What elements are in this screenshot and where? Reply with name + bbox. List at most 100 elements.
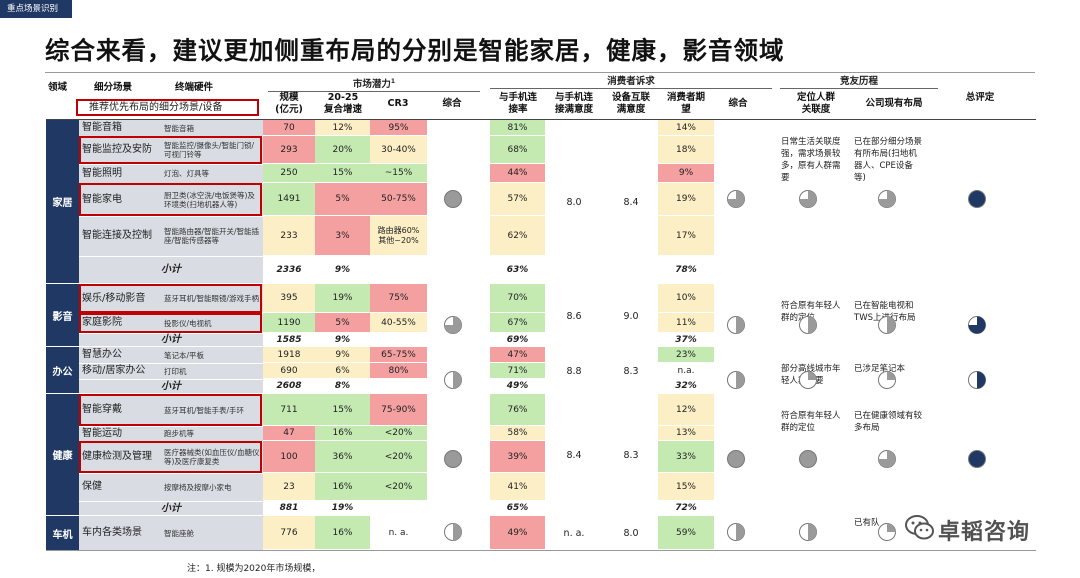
row-separator [79,333,263,334]
subtotal-label: 小计 [161,334,181,345]
consumer-expectation-cell: 18% [658,136,714,163]
header-market-group: 市场潜力1 [268,75,480,93]
market-scale-cell: 70 [263,120,315,135]
market-scale-cell: 233 [263,216,315,255]
company-layout-rating-icon [878,371,896,389]
priority-highlight-box [79,394,262,426]
consumer-expectation-cell: 37% [675,334,697,345]
phone-connection-rate-cell: 71% [490,363,545,378]
growth-rate-cell: 8% [334,381,351,391]
consumer-expectation-cell: 12% [658,394,714,425]
scene-name: 智能监控及安防 [82,144,152,155]
title-divider [45,72,1035,73]
target-relevance-rating-icon [799,190,817,208]
cr3-cell: <20% [370,426,427,440]
terminal-device: 智能音箱 [164,123,194,133]
overall-rating-icon [968,371,986,389]
phone-connection-rate-cell: 58% [490,426,545,440]
category-0: 家居 [46,120,79,283]
market-scale-cell: 881 [279,503,299,513]
terminal-device: 智能座舱 [164,528,194,538]
scene-name: 车内各类场景 [82,527,142,538]
terminal-device: 打印机 [164,366,187,376]
consumer-expectation-cell: 10% [658,284,714,312]
phone-connection-rate-cell: 76% [490,394,545,425]
phone-satisfaction-value: 8.4 [566,449,582,461]
market-scale-cell: 23 [263,473,315,500]
company-layout-rating-icon [878,316,896,334]
growth-rate-cell: 15% [315,164,370,182]
phone-connection-rate-cell: 65% [506,503,529,513]
device-satisfaction-value: 9.0 [623,310,639,322]
priority-highlight-box [79,441,262,473]
cr3-cell: ~15% [370,164,427,182]
phone-connection-rate-cell: 81% [490,120,545,135]
company-layout-note: 已在部分细分场景有所布局(扫地机器人、CPE设备等) [854,137,923,183]
priority-legend: 推荐优先布局的细分场景/设备 [76,99,259,116]
market-scale-cell: 1491 [263,183,315,215]
scene-name: 家庭影院 [82,317,122,328]
cr3-cell: 80% [370,363,427,378]
scene-name: 智能穿戴 [82,404,122,415]
growth-rate-cell: 16% [315,473,370,500]
wechat-icon [905,515,934,540]
target-relevance-rating-icon [799,316,817,334]
consumer-expectation-cell: 23% [658,347,714,362]
category-2: 办公 [46,347,79,393]
market-scale-cell: 47 [263,426,315,440]
header-consumer-group: 消费者诉求 [490,75,772,89]
cr3-cell: 65-75% [370,347,427,362]
phone-connection-rate-cell: 44% [490,164,545,182]
overall-rating-icon [968,316,986,334]
phone-connection-rate-cell: 57% [490,183,545,215]
device-satisfaction-value: 8.3 [623,365,639,377]
header-bottom-rule [46,119,1036,120]
market-scale-cell: 293 [263,136,315,163]
footnote: 注：1. 规模为2020年市场规模， [187,564,321,574]
market-scale-cell: 395 [263,284,315,312]
company-layout-note: 已有队 [854,518,880,528]
consumer-expectation-cell: 9% [658,164,714,182]
phone-connection-rate-cell: 62% [490,216,545,255]
priority-highlight-box [79,284,262,313]
consumer-composite-rating-icon [727,190,745,208]
growth-rate-cell: 5% [315,183,370,215]
company-layout-rating-icon [878,450,896,468]
row-separator [79,164,263,165]
growth-rate-cell: 16% [315,516,370,549]
terminal-device: 智能监控/摄像头/智能门锁/可视门铃等 [164,141,255,159]
consumer-expectation-cell: 11% [658,313,714,332]
scene-name: 智能连接及控制 [82,230,152,241]
target-relevance-rating-icon [799,371,817,389]
device-satisfaction-value: 8.0 [623,527,639,539]
phone-connection-rate-cell: 70% [490,284,545,312]
header-domain: 领域 [48,82,68,93]
market-scale-cell: 250 [263,164,315,182]
scene-panel-1 [79,284,263,346]
phone-connection-rate-cell: 63% [506,264,529,275]
scene-name: 移动/居家办公 [82,365,146,376]
header-scene: 细分场景 [94,82,133,93]
subtotal-label: 小计 [161,381,181,392]
market-scale-cell: 2336 [276,264,302,275]
section-tag: 重点场景识别 [0,0,72,18]
priority-highlight-box [79,183,262,216]
growth-rate-cell: 9% [334,264,351,275]
phone-connection-rate-cell: 67% [490,313,545,332]
scene-name: 保健 [82,481,102,492]
cr3-cell: 50-75% [370,183,427,215]
consumer-expectation-cell: 19% [658,183,714,215]
terminal-device: 灯泡、灯具等 [164,169,209,178]
cr3-cell: 95% [370,120,427,135]
scene-name: 智能运动 [82,427,122,439]
priority-highlight-box [79,136,262,164]
scene-panel-3 [79,394,263,515]
growth-rate-cell: 19% [315,284,370,312]
row-separator [79,363,263,364]
market-composite-rating-icon [444,316,462,334]
scene-name: 娱乐/移动影音 [82,292,146,304]
growth-rate-cell: 15% [315,394,370,425]
growth-rate-cell: 9% [334,334,351,345]
row-separator [79,379,263,380]
terminal-device: 智能路由器/智能开关/智能插座/智能传感器等 [164,227,260,245]
